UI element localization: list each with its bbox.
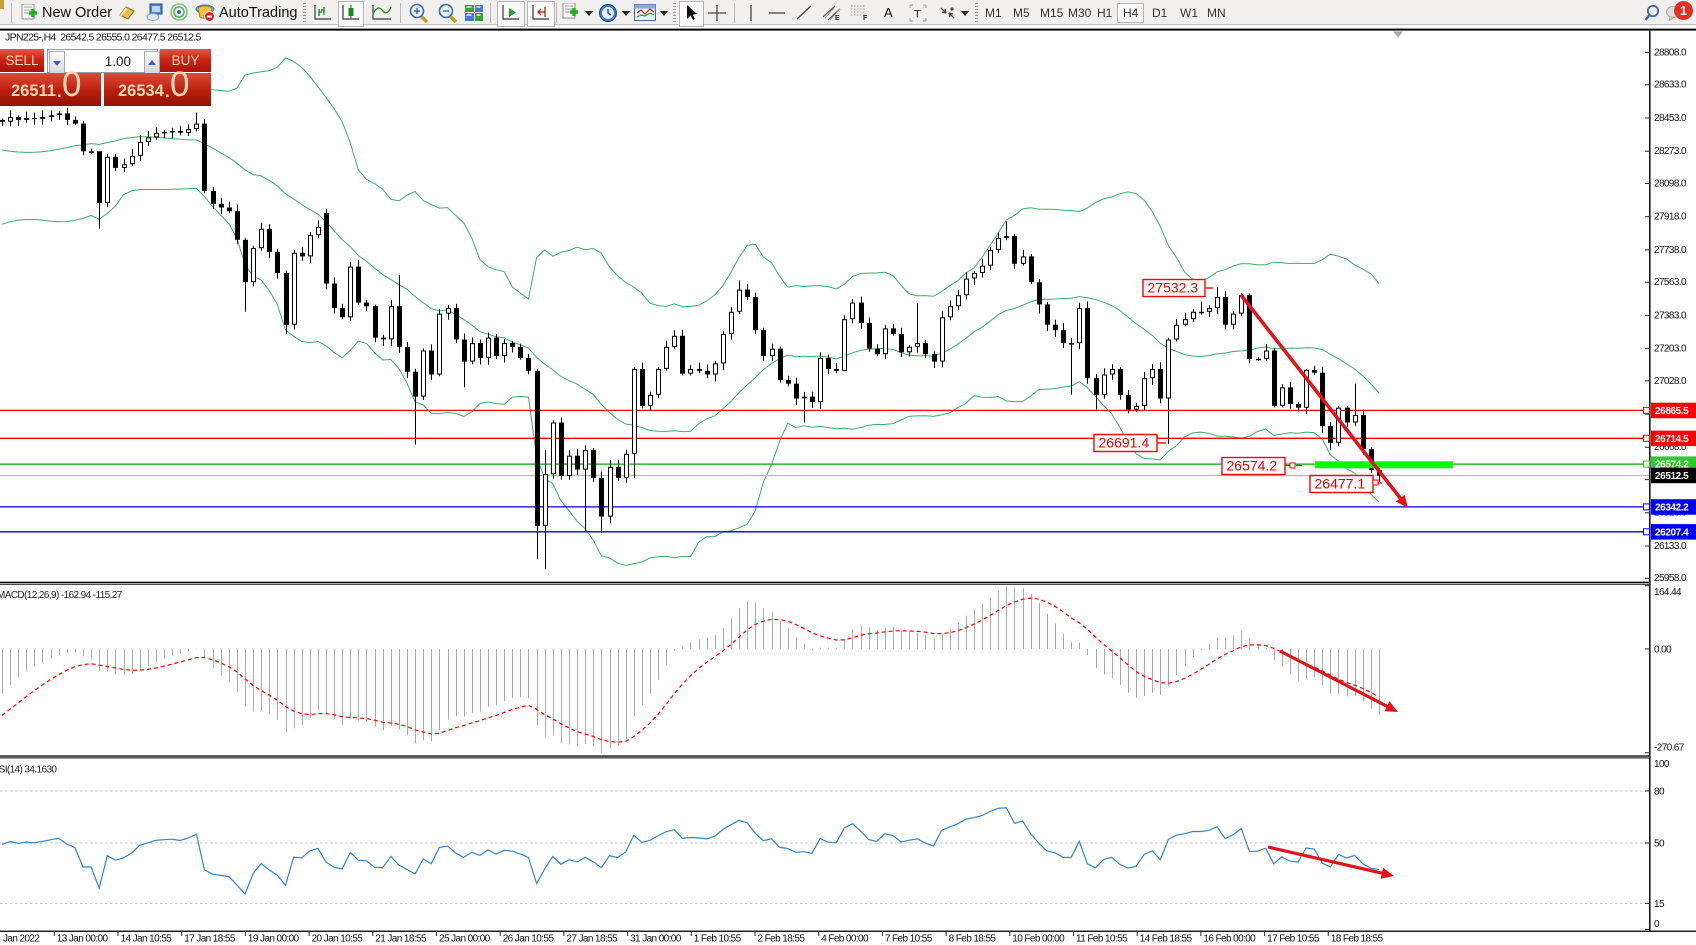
svg-text:MACD(12,26,9) -162.94 -115.27: MACD(12,26,9) -162.94 -115.27 [0, 590, 123, 601]
svg-text:50: 50 [1654, 838, 1665, 849]
svg-text:27532.3: 27532.3 [1148, 280, 1199, 296]
svg-text:80: 80 [1654, 787, 1665, 798]
svg-text:27738.0: 27738.0 [1654, 245, 1687, 256]
svg-text:2 Feb 18:55: 2 Feb 18:55 [758, 934, 806, 945]
svg-text:11 Feb 10:55: 11 Feb 10:55 [1076, 934, 1128, 945]
svg-text:26207.4: 26207.4 [1655, 527, 1689, 538]
svg-text:13 Jan 00:00: 13 Jan 00:00 [57, 934, 109, 945]
svg-text:164.44: 164.44 [1654, 587, 1682, 598]
svg-text:31 Jan 00:00: 31 Jan 00:00 [630, 934, 682, 945]
svg-text:1 Feb 10:55: 1 Feb 10:55 [694, 934, 742, 945]
svg-text:JPN225-,H4 26542.5 26555.0 26: JPN225-,H4 26542.5 26555.0 26477.5 26512… [5, 32, 201, 44]
svg-text:28808.0: 28808.0 [1654, 47, 1687, 58]
svg-text:28098.0: 28098.0 [1654, 178, 1687, 189]
svg-text:25958.0: 25958.0 [1654, 573, 1687, 584]
svg-text:Jan 2022: Jan 2022 [3, 934, 40, 945]
svg-text:26512.5: 26512.5 [1655, 471, 1689, 482]
svg-text:19 Jan 00:00: 19 Jan 00:00 [248, 934, 300, 945]
svg-text:E: E [835, 15, 840, 22]
svg-text:26574.2: 26574.2 [1227, 458, 1278, 474]
svg-text:10 Feb 00:00: 10 Feb 00:00 [1012, 934, 1065, 945]
svg-text:0.00: 0.00 [1654, 644, 1672, 655]
svg-text:14 Jan 10:55: 14 Jan 10:55 [121, 934, 173, 945]
svg-text:27203.0: 27203.0 [1654, 344, 1687, 355]
svg-text:17 Jan 18:55: 17 Jan 18:55 [184, 934, 236, 945]
svg-text:T: T [914, 9, 921, 21]
svg-text:F: F [863, 15, 868, 22]
svg-text:26691.4: 26691.4 [1099, 435, 1150, 451]
svg-text:26133.0: 26133.0 [1654, 541, 1687, 552]
svg-text:26668.0: 26668.0 [1654, 442, 1687, 453]
svg-text:26865.5: 26865.5 [1655, 406, 1689, 417]
svg-text:28633.0: 28633.0 [1654, 80, 1687, 91]
svg-text:7 Feb 10:55: 7 Feb 10:55 [885, 934, 933, 945]
svg-text:27383.0: 27383.0 [1654, 310, 1687, 321]
svg-text:4 Feb 00:00: 4 Feb 00:00 [821, 934, 869, 945]
svg-text:RSI(14) 34.1630: RSI(14) 34.1630 [0, 765, 57, 776]
svg-text:100: 100 [1654, 759, 1670, 770]
svg-text:-270.67: -270.67 [1654, 742, 1685, 753]
svg-text:26714.5: 26714.5 [1655, 434, 1689, 445]
svg-text:15: 15 [1654, 899, 1665, 910]
svg-text:26 Jan 10:55: 26 Jan 10:55 [503, 934, 555, 945]
svg-text:27 Jan 18:55: 27 Jan 18:55 [566, 934, 618, 945]
svg-text:28453.0: 28453.0 [1654, 113, 1687, 124]
svg-text:27028.0: 27028.0 [1654, 376, 1687, 387]
svg-text:26574.2: 26574.2 [1655, 460, 1689, 471]
svg-text:17 Feb 10:55: 17 Feb 10:55 [1267, 934, 1320, 945]
svg-text:8 Feb 18:55: 8 Feb 18:55 [949, 934, 997, 945]
svg-text:25 Jan 00:00: 25 Jan 00:00 [439, 934, 491, 945]
svg-text:27918.0: 27918.0 [1654, 212, 1687, 223]
svg-text:0: 0 [1654, 919, 1660, 930]
svg-text:28273.0: 28273.0 [1654, 146, 1687, 157]
svg-text:27563.0: 27563.0 [1654, 277, 1687, 288]
svg-text:21 Jan 18:55: 21 Jan 18:55 [375, 934, 427, 945]
svg-text:16 Feb 00:00: 16 Feb 00:00 [1203, 934, 1256, 945]
svg-text:20 Jan 10:55: 20 Jan 10:55 [312, 934, 364, 945]
svg-text:18 Feb 18:55: 18 Feb 18:55 [1331, 934, 1384, 945]
svg-text:26477.1: 26477.1 [1315, 476, 1366, 492]
svg-text:14 Feb 18:55: 14 Feb 18:55 [1140, 934, 1193, 945]
svg-text:26342.2: 26342.2 [1655, 503, 1689, 514]
